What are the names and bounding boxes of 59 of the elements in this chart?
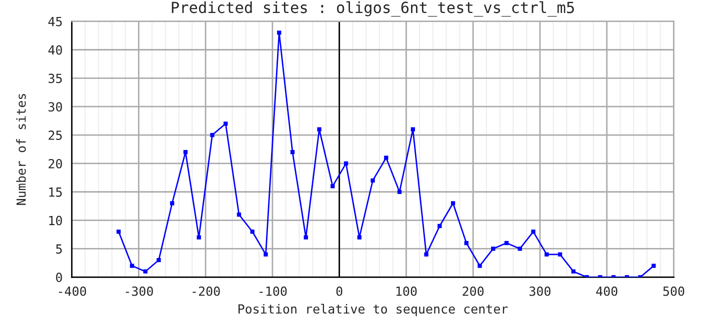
point <box>317 127 322 132</box>
point <box>236 212 242 217</box>
x-tick-label: 500 <box>663 286 684 296</box>
point <box>304 235 308 240</box>
point <box>170 201 174 206</box>
x-axis-title: Position relative to sequence center <box>238 304 508 316</box>
x-tick-label: 200 <box>462 286 484 296</box>
y-tick-label: 0 <box>56 272 62 282</box>
point <box>130 264 134 268</box>
point <box>544 252 549 256</box>
point <box>652 264 656 268</box>
point <box>397 190 402 194</box>
point <box>438 224 442 228</box>
point <box>224 122 228 126</box>
x-tick-label: 0 <box>336 286 342 296</box>
x-tick-label: 400 <box>596 286 618 296</box>
point <box>250 230 254 234</box>
y-tick-label: 45 <box>48 16 62 26</box>
point <box>424 252 428 256</box>
point <box>558 252 562 256</box>
point <box>491 246 496 251</box>
y-tick-label: 5 <box>56 244 62 254</box>
x-tick-label: -400 <box>58 286 86 296</box>
y-tick-label: 30 <box>48 102 62 112</box>
point <box>464 240 468 246</box>
point <box>277 30 282 35</box>
point <box>210 132 214 138</box>
point <box>116 230 121 234</box>
point <box>370 178 375 183</box>
x-tick-label: -200 <box>192 286 220 296</box>
y-tick-label: 40 <box>48 45 62 55</box>
point <box>450 201 456 206</box>
point <box>571 269 576 274</box>
point <box>196 235 201 240</box>
point <box>330 184 335 188</box>
x-tick-label: -100 <box>260 286 287 296</box>
point <box>143 269 148 274</box>
x-tick-label: -300 <box>126 286 153 296</box>
point <box>504 240 509 246</box>
point <box>344 161 348 166</box>
point <box>156 258 161 262</box>
point <box>264 252 268 256</box>
point <box>410 127 415 132</box>
point <box>290 150 295 154</box>
x-tick-label: 100 <box>396 286 417 296</box>
y-tick-label: 20 <box>48 158 62 168</box>
chart-title: Predicted sites : oligos_6nt_test_vs_ctrl_m5 <box>172 1 574 17</box>
y-axis-title: Number of sites <box>16 94 26 205</box>
point <box>183 150 188 154</box>
y-tick-label: 10 <box>49 216 62 226</box>
point <box>384 156 388 160</box>
y-tick-label: 25 <box>48 130 62 140</box>
point <box>531 230 536 234</box>
point <box>357 235 362 240</box>
y-tick-label: 15 <box>49 188 62 197</box>
point <box>518 246 522 251</box>
y-tick-label: 35 <box>48 74 62 84</box>
point <box>478 264 482 268</box>
x-tick-label: 300 <box>530 286 550 296</box>
